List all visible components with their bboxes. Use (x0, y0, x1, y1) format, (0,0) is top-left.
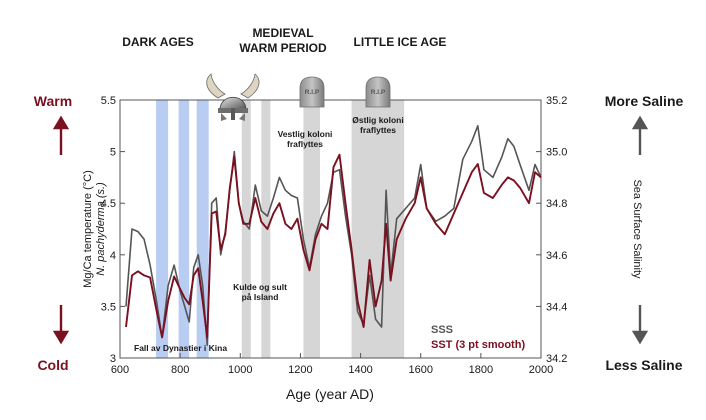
annotation-western-settlement-2: fraflyttes (287, 139, 323, 149)
arrow-up-warm-icon (52, 115, 70, 155)
label-cold: Cold (37, 357, 68, 373)
y-right-tick-label: 34.6 (546, 250, 567, 262)
label-more-saline: More Saline (605, 93, 684, 109)
y-left-tick-label: 3.5 (101, 301, 116, 313)
y-right-tick-label: 34.8 (546, 198, 567, 210)
label-less-saline: Less Saline (605, 357, 682, 373)
band-iceland-1 (241, 100, 251, 358)
annotation-china-dynasties: Fall av Dynastier i Kina (134, 343, 227, 353)
plot-frame (119, 99, 542, 359)
annotation-western-settlement-1: Vestlig koloni (278, 129, 333, 139)
annotation-iceland-1: Kulde og sult (233, 282, 287, 292)
arrow-down-cold-icon (52, 305, 70, 345)
band-western-settlement (303, 100, 320, 358)
band-china-2 (178, 100, 190, 358)
y-right-tick-label: 34.4 (546, 301, 567, 313)
band-china-3 (196, 100, 209, 358)
y-left-tick-label: 4.5 (101, 198, 116, 210)
annotation-eastern-settlement-2: fraflyttes (360, 125, 396, 135)
x-tick-label: 1400 (348, 364, 372, 376)
era-medieval-line1: MEDIEVAL (252, 26, 313, 40)
legend-sst: SST (3 pt smooth) (431, 339, 525, 351)
y-left-tick-label: 5.5 (101, 95, 116, 107)
y-right-tick-label: 34.2 (546, 353, 567, 365)
band-china-1 (156, 100, 169, 358)
x-axis-label: Age (year AD) (286, 386, 374, 402)
axis-ticks: 600 800 1000 1200 1400 1600 1800 2000 3 3.5 4 4.5 5 5… (101, 95, 568, 376)
y-axis-left-label-1: Mg/Ca temperature (°C) (82, 170, 94, 288)
x-tick-label: 2000 (529, 364, 553, 376)
x-tick-label: 1200 (288, 364, 312, 376)
era-little-ice-age: LITTLE ICE AGE (354, 35, 447, 49)
tombstone-west-icon: R.I.P (299, 76, 325, 108)
y-right-tick-label: 35.0 (546, 147, 567, 159)
series-line-sst (125, 153, 542, 339)
y-left-tick-label: 3 (110, 353, 116, 365)
arrow-up-saline-icon (631, 115, 649, 155)
annotation-iceland-2: på Island (242, 292, 279, 302)
y-right-tick-label: 35.2 (546, 95, 567, 107)
x-tick-label: 1600 (408, 364, 432, 376)
band-iceland-2 (261, 100, 271, 358)
x-tick-label: 1000 (228, 364, 252, 376)
y-axis-right-label: Sea Surface Salinity (631, 179, 643, 279)
x-tick-label: 800 (171, 364, 189, 376)
annotation-eastern-settlement-1: Østlig koloni (352, 115, 403, 125)
label-warm: Warm (34, 93, 72, 109)
arrow-down-saline-icon (631, 305, 649, 345)
series-lines (125, 125, 542, 346)
viking-helmet-icon (206, 73, 260, 121)
era-dark-ages: DARK AGES (122, 35, 194, 49)
y-left-tick-label: 5 (110, 147, 116, 159)
x-tick-label: 1800 (469, 364, 493, 376)
legend-sss: SSS (431, 324, 453, 336)
era-medieval-line2: WARM PERIOD (239, 41, 327, 55)
tombstone-east-text: R.I.P (371, 89, 386, 96)
tombstone-west-text: R.I.P (305, 89, 320, 96)
tombstone-east-icon: R.I.P (365, 76, 391, 108)
y-axis-left-label-2: N. pachyderma (s.) (95, 182, 107, 276)
y-left-tick-label: 4 (110, 250, 116, 262)
x-tick-label: 600 (111, 364, 129, 376)
